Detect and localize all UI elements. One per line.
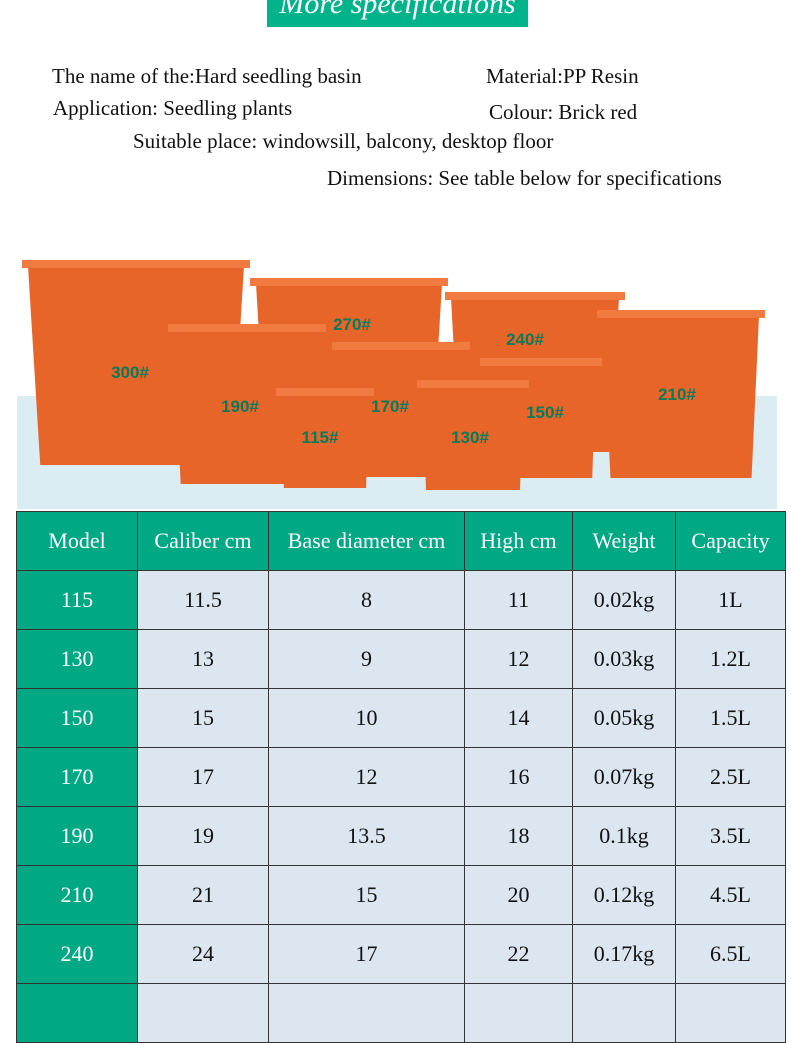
pot-label: 170# [371, 397, 409, 416]
spec-place: Suitable place: windowsill, balcony, des… [133, 129, 554, 153]
pot-label: 270# [333, 315, 371, 334]
pot-label: 130# [451, 428, 489, 447]
table-cell: 1.5L [675, 688, 786, 748]
table-cell: 9 [268, 629, 465, 689]
table-cell: 150 [16, 688, 138, 748]
spec-dimensions: Dimensions: See table below for specific… [327, 166, 722, 190]
spec-table: Model Caliber cm Base diameter cm High cm We… [16, 511, 786, 1043]
table-cell: 6.5L [675, 924, 786, 984]
pot-label: 210# [658, 385, 696, 404]
table-cell: 11 [464, 570, 573, 630]
pot-label: 190# [221, 397, 259, 416]
table-cell: 240 [16, 924, 138, 984]
table-cell: 130 [16, 629, 138, 689]
table-cell [268, 983, 465, 1043]
table-cell [675, 983, 786, 1043]
table-cell: 12 [268, 747, 465, 807]
pot: 115# [276, 388, 374, 488]
table-cell: 0.12kg [572, 865, 676, 925]
table-cell: 210 [16, 865, 138, 925]
pot-label: 240# [506, 330, 544, 349]
table-row [16, 983, 786, 1043]
table-cell: 2.5L [675, 747, 786, 807]
table-cell: 4.5L [675, 865, 786, 925]
table-cell [464, 983, 573, 1043]
table-cell [137, 983, 269, 1043]
column-header: Caliber cm [137, 511, 269, 571]
table-cell: 1.2L [675, 629, 786, 689]
table-row: 170 17 12 16 0.07kg 2.5L [16, 747, 786, 807]
table-cell: 1L [675, 570, 786, 630]
table-cell: 11.5 [137, 570, 269, 630]
table-cell: 24 [137, 924, 269, 984]
column-header: Weight [572, 511, 676, 571]
table-row: 190 19 13.5 18 0.1kg 3.5L [16, 806, 786, 866]
table-row: 150 15 10 14 0.05kg 1.5L [16, 688, 786, 748]
table-cell: 17 [137, 747, 269, 807]
table-row: 115 11.5 8 11 0.02kg 1L [16, 570, 786, 630]
spec-colour: Colour: Brick red [489, 100, 638, 124]
column-header: Model [16, 511, 138, 571]
table-cell [16, 983, 138, 1043]
table-cell: 14 [464, 688, 573, 748]
table-cell: 0.02kg [572, 570, 676, 630]
table-cell: 15 [268, 865, 465, 925]
table-cell: 21 [137, 865, 269, 925]
table-cell: 3.5L [675, 806, 786, 866]
table-cell: 115 [16, 570, 138, 630]
pots-image: 300# 270# 240# 210# 190# 170# 150# 130# 115# [22, 260, 765, 490]
spec-application: Application: Seedling plants [53, 96, 293, 120]
table-cell: 15 [137, 688, 269, 748]
table-cell: 0.03kg [572, 629, 676, 689]
table-cell: 10 [268, 688, 465, 748]
table-cell: 13 [137, 629, 269, 689]
table-cell: 170 [16, 747, 138, 807]
table-cell: 12 [464, 629, 573, 689]
pot-label: 150# [526, 403, 564, 422]
pot: 210# [597, 310, 765, 478]
table-cell: 13.5 [268, 806, 465, 866]
table-cell: 190 [16, 806, 138, 866]
table-cell: 8 [268, 570, 465, 630]
table-cell: 18 [464, 806, 573, 866]
column-header: Capacity [675, 511, 786, 571]
table-row: 240 24 17 22 0.17kg 6.5L [16, 924, 786, 984]
column-header: High cm [464, 511, 573, 571]
table-cell: 0.07kg [572, 747, 676, 807]
table-cell: 19 [137, 806, 269, 866]
pot-label: 300# [111, 363, 149, 382]
table-cell [572, 983, 676, 1043]
table-cell: 0.05kg [572, 688, 676, 748]
table-row: 210 21 15 20 0.12kg 4.5L [16, 865, 786, 925]
table-cell: 0.1kg [572, 806, 676, 866]
table-cell: 20 [464, 865, 573, 925]
table-header: Model Caliber cm Base diameter cm High cm We… [16, 511, 786, 571]
spec-name: The name of the:Hard seedling basin [52, 64, 362, 88]
pot: 130# [417, 380, 529, 490]
table-row: 130 13 9 12 0.03kg 1.2L [16, 629, 786, 689]
column-header: Base diameter cm [268, 511, 465, 571]
pot-label: 115# [302, 428, 339, 447]
spec-material: Material:PP Resin [486, 64, 639, 88]
table-cell: 0.17kg [572, 924, 676, 984]
table-cell: 17 [268, 924, 465, 984]
section-banner: More specifications [267, 0, 528, 27]
table-cell: 16 [464, 747, 573, 807]
table-cell: 22 [464, 924, 573, 984]
